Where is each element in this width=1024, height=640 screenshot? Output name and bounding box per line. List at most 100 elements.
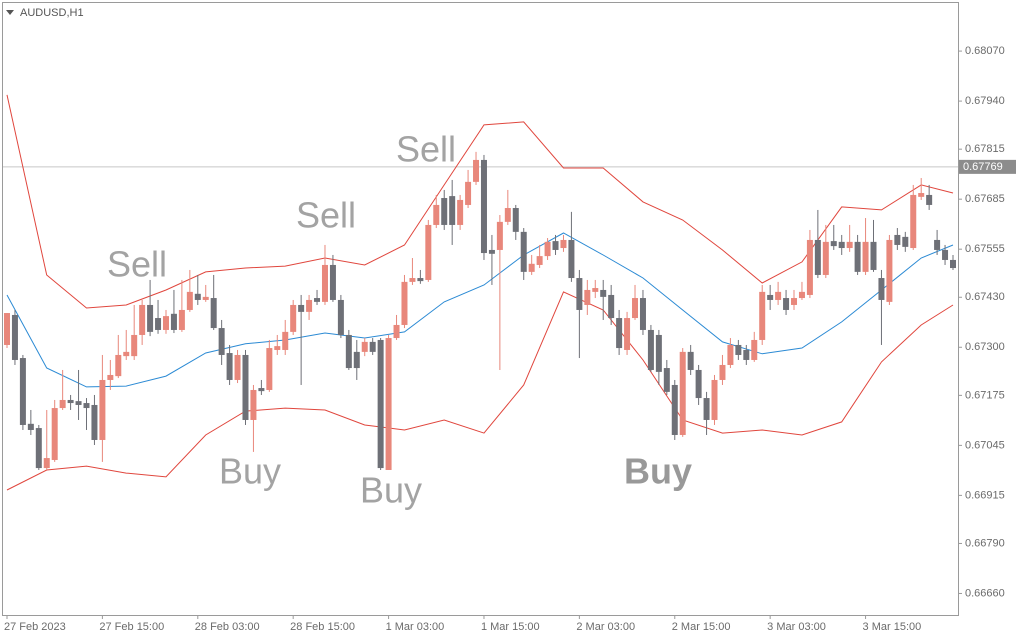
candle-body bbox=[258, 388, 265, 392]
candle-body bbox=[838, 241, 845, 249]
candle-body bbox=[19, 358, 26, 425]
candle-body bbox=[385, 338, 392, 470]
candle-body bbox=[639, 298, 646, 330]
x-tick-label: 27 Feb 15:00 bbox=[99, 621, 164, 633]
candle-body bbox=[727, 344, 734, 365]
candle-body bbox=[775, 291, 782, 300]
symbol-menu-arrow[interactable] bbox=[6, 10, 14, 15]
candle-body bbox=[369, 341, 376, 352]
candle-body bbox=[632, 298, 639, 319]
candle-body bbox=[51, 408, 58, 460]
candle-body bbox=[695, 369, 702, 399]
current-price-box bbox=[959, 159, 1016, 174]
signal-annotation: Buy bbox=[624, 451, 692, 492]
candle-body bbox=[43, 458, 50, 469]
candle-body bbox=[4, 313, 10, 345]
candle-body bbox=[290, 304, 297, 332]
candle-body bbox=[647, 329, 654, 370]
candle-body bbox=[473, 159, 480, 182]
current-price-label: 0.67769 bbox=[963, 161, 1003, 173]
candle-body bbox=[560, 239, 567, 249]
candle-body bbox=[298, 304, 305, 312]
candle-body bbox=[663, 368, 670, 392]
candle-body bbox=[624, 318, 631, 350]
candle-body bbox=[767, 294, 774, 300]
candle-body bbox=[441, 198, 448, 225]
candle-body bbox=[337, 299, 344, 335]
candle-body bbox=[743, 349, 750, 360]
candle-body bbox=[918, 193, 925, 197]
x-tick-label: 1 Mar 15:00 bbox=[481, 621, 540, 633]
candle-body bbox=[703, 398, 710, 420]
candle-body bbox=[83, 403, 90, 409]
x-tick-label: 27 Feb 2023 bbox=[4, 621, 66, 633]
y-tick-label: 0.66915 bbox=[965, 489, 1005, 501]
candle-body bbox=[27, 423, 34, 430]
candle-body bbox=[496, 221, 503, 250]
signal-annotation: Sell bbox=[107, 244, 167, 285]
candle-body bbox=[314, 298, 321, 302]
candle-body bbox=[91, 404, 98, 440]
y-tick-label: 0.68070 bbox=[965, 45, 1005, 57]
candle-body bbox=[186, 291, 193, 310]
candle-body bbox=[401, 281, 408, 325]
x-tick-label: 2 Mar 15:00 bbox=[672, 621, 731, 633]
candle-body bbox=[592, 288, 599, 292]
band-line bbox=[6, 291, 954, 491]
candle-body bbox=[735, 344, 742, 355]
band-line bbox=[6, 232, 954, 388]
signal-annotation: Buy bbox=[360, 470, 422, 511]
x-tick-label: 3 Mar 03:00 bbox=[767, 621, 826, 633]
candle-body bbox=[488, 249, 495, 254]
candle-body bbox=[306, 299, 313, 312]
candle-body bbox=[926, 194, 933, 205]
x-tick-label: 1 Mar 03:00 bbox=[386, 621, 445, 633]
candle-body bbox=[870, 241, 877, 270]
band-line bbox=[6, 94, 954, 309]
x-tick-label: 28 Feb 03:00 bbox=[195, 621, 260, 633]
y-tick-label: 0.67815 bbox=[965, 143, 1005, 155]
candle-body bbox=[552, 241, 559, 250]
candle-body bbox=[99, 379, 106, 440]
candle-body bbox=[886, 239, 893, 302]
candle-body bbox=[671, 384, 678, 435]
y-tick-label: 0.67300 bbox=[965, 341, 1005, 353]
y-tick-label: 0.67045 bbox=[965, 439, 1005, 451]
candle-body bbox=[846, 241, 853, 249]
candle-body bbox=[234, 354, 241, 380]
candle-body bbox=[226, 353, 233, 380]
candle-body bbox=[910, 194, 917, 249]
candle-body bbox=[250, 389, 257, 420]
candle-body bbox=[822, 241, 829, 275]
candle-body bbox=[830, 241, 837, 247]
candle-body bbox=[600, 289, 607, 297]
candle-body bbox=[266, 348, 273, 390]
y-tick-label: 0.67685 bbox=[965, 193, 1005, 205]
candle-body bbox=[934, 239, 941, 250]
y-tick-label: 0.67940 bbox=[965, 95, 1005, 107]
candle-body bbox=[433, 204, 440, 225]
candle-body bbox=[321, 264, 328, 302]
candle-body bbox=[536, 256, 543, 265]
candle-body bbox=[894, 234, 901, 245]
x-tick-label: 3 Mar 15:00 bbox=[863, 621, 922, 633]
candle-body bbox=[218, 328, 225, 355]
candle-body bbox=[783, 298, 790, 310]
y-tick-label: 0.67175 bbox=[965, 389, 1005, 401]
signal-annotation: Sell bbox=[296, 195, 356, 236]
candle-body bbox=[147, 304, 154, 332]
candle-body bbox=[520, 231, 527, 272]
candle-body bbox=[504, 208, 511, 222]
y-tick-label: 0.66660 bbox=[965, 587, 1005, 599]
candle-body bbox=[616, 318, 623, 349]
candle-body bbox=[584, 289, 591, 305]
candle-body bbox=[377, 339, 384, 469]
candle-body bbox=[11, 314, 18, 360]
candle-body bbox=[67, 399, 74, 404]
candle-body bbox=[155, 318, 162, 330]
candle-body bbox=[759, 291, 766, 340]
candle-body bbox=[806, 239, 813, 295]
candle-body bbox=[170, 313, 177, 330]
candle-body bbox=[862, 241, 869, 272]
